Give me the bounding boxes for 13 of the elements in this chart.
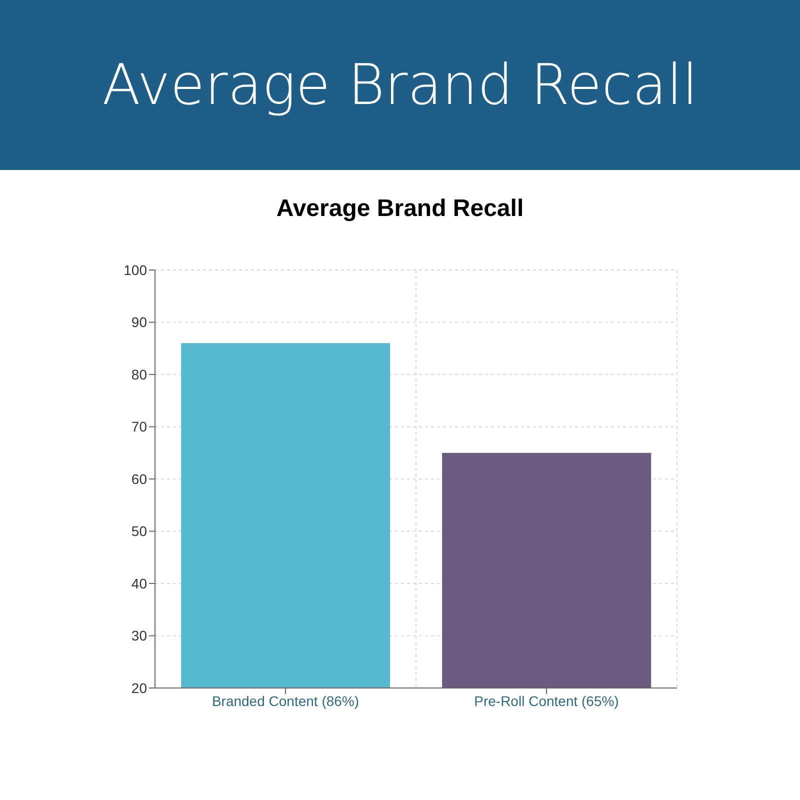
y-tick-label: 20	[131, 680, 148, 696]
chart-subtitle: Average Brand Recall	[275, 195, 525, 223]
x-tick-label: Branded Content (86%)	[212, 692, 360, 709]
y-tick-label: 50	[131, 523, 148, 540]
y-tick-label: 30	[131, 628, 148, 644]
y-tick-label: 80	[131, 366, 148, 382]
y-tick-label: 60	[131, 470, 148, 487]
y-tick-label: 100	[124, 262, 148, 278]
chart-title: Average Brand Recall	[102, 52, 698, 118]
y-tick-label: 70	[131, 418, 148, 435]
x-tick-label: Pre-Roll Content (65%)	[474, 692, 619, 709]
y-tick-label: 40	[131, 575, 148, 592]
y-tick-label: 90	[131, 314, 148, 330]
